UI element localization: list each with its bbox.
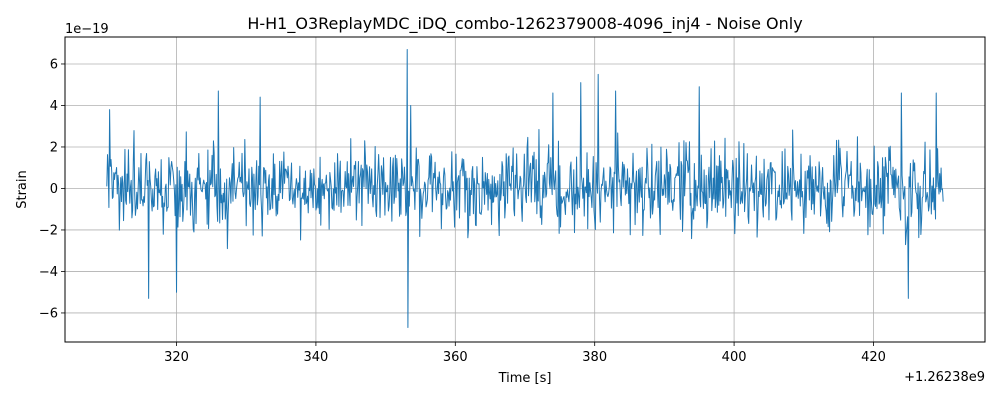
y-tick-label: 6 [50,57,58,72]
x-axis-offset-label: +1.26238e9 [904,370,985,385]
x-tick-label: 420 [861,350,886,365]
y-axis-ticks: −6 −4 −2 0 2 4 6 [39,57,65,321]
y-tick-label: −2 [39,223,58,238]
y-tick-label: 4 [50,99,58,114]
x-tick-label: 400 [722,350,747,365]
y-tick-label: −4 [39,265,58,280]
y-tick-label: 0 [50,182,58,197]
x-tick-label: 380 [582,350,607,365]
x-axis-label: Time [s] [498,371,552,386]
chart-title: H-H1_O3ReplayMDC_iDQ_combo-1262379008-40… [247,14,802,34]
axes-frame [64,36,986,343]
x-tick-label: 360 [443,350,468,365]
y-axis-label: Strain [15,170,30,209]
y-axis-scale-label: 1e−19 [65,22,109,37]
y-tick-label: −6 [39,306,58,321]
x-axis-ticks: 320 340 360 380 400 420 [164,342,886,365]
strain-series-line [106,48,944,328]
y-tick-label: 2 [50,140,58,155]
x-tick-label: 320 [164,350,189,365]
plot-area [106,48,944,328]
x-tick-label: 340 [303,350,328,365]
